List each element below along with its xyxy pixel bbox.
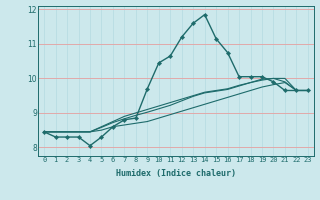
- X-axis label: Humidex (Indice chaleur): Humidex (Indice chaleur): [116, 169, 236, 178]
